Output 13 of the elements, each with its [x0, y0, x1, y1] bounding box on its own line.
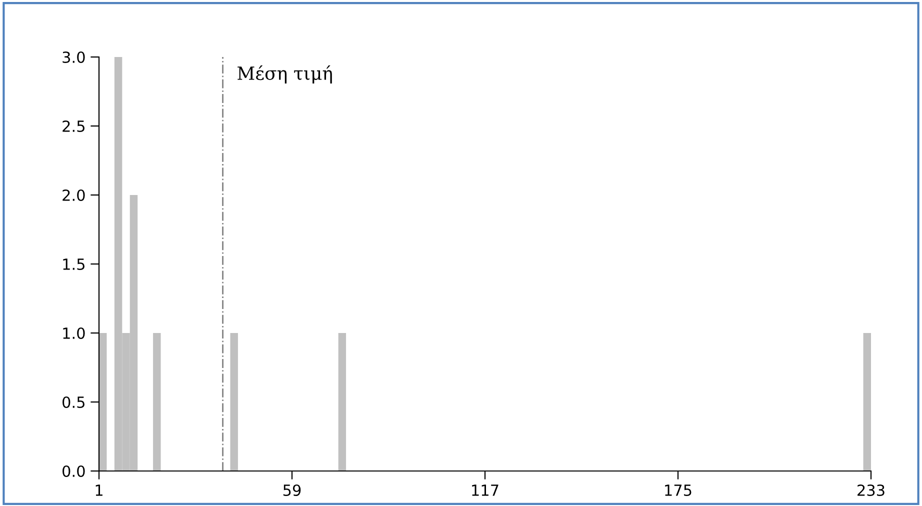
y-tick-label: 0.5: [62, 396, 84, 408]
x-tick-label: 175: [665, 484, 692, 496]
y-tick-label: 2.5: [62, 120, 84, 132]
x-tick-label: 233: [858, 484, 884, 496]
x-tick-label: 117: [472, 484, 498, 496]
y-tick-label: 0.0: [62, 465, 85, 478]
x-tick-label: 1: [96, 484, 102, 496]
x-tick-label: 59: [283, 484, 301, 496]
ref-line-label: Μέση τιμή: [238, 65, 332, 84]
y-tick-label: 1.0: [63, 327, 85, 340]
y-tick-label: 3.0: [62, 51, 85, 64]
y-tick-label: 2.0: [62, 189, 85, 202]
y-tick-label: 1.5: [63, 258, 84, 270]
